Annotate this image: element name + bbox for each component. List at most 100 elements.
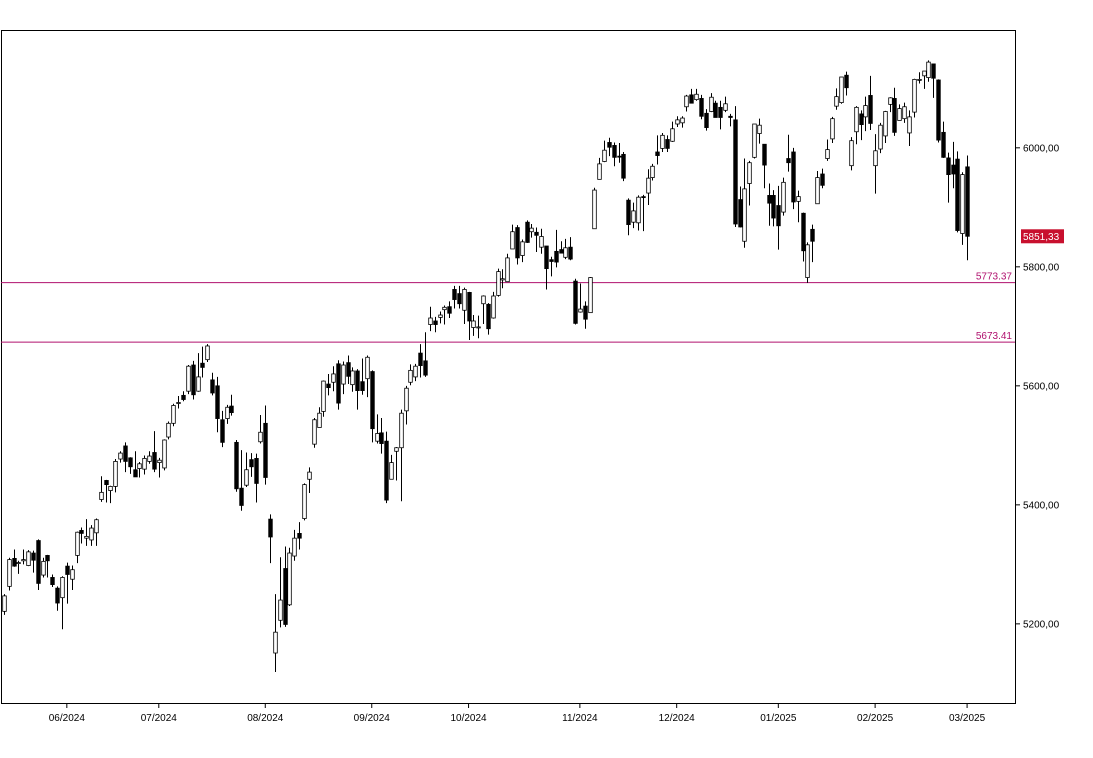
candle-body bbox=[45, 555, 50, 562]
candle-body bbox=[723, 103, 728, 111]
candle-body bbox=[16, 562, 21, 564]
candle-body bbox=[709, 96, 714, 112]
candle-body bbox=[854, 106, 859, 133]
candle-body bbox=[684, 95, 689, 108]
candle-body bbox=[365, 356, 370, 380]
candle-body bbox=[534, 231, 539, 236]
candle-body bbox=[384, 440, 389, 501]
candle-body bbox=[641, 196, 646, 199]
candle-body bbox=[965, 166, 970, 237]
candle-body bbox=[79, 530, 84, 534]
candle-body bbox=[941, 131, 946, 158]
candle-body bbox=[399, 412, 404, 449]
candle-body bbox=[438, 314, 443, 318]
candle-body bbox=[602, 149, 607, 162]
candle-body bbox=[60, 577, 65, 599]
candle-body bbox=[413, 365, 418, 378]
candle-body bbox=[621, 153, 626, 179]
x-tick-label: 11/2024 bbox=[562, 713, 598, 724]
candle-body bbox=[225, 406, 230, 419]
candle-body bbox=[200, 362, 205, 368]
candle-body bbox=[917, 78, 922, 81]
candle-body bbox=[65, 565, 70, 575]
y-tick-label: 5200,00 bbox=[1023, 619, 1060, 630]
candle-body bbox=[234, 441, 239, 490]
candle-body bbox=[287, 552, 292, 606]
candle-body bbox=[573, 280, 578, 324]
candle-body bbox=[104, 480, 109, 486]
candle-body bbox=[820, 173, 825, 186]
candle-body bbox=[220, 419, 225, 443]
candle-body bbox=[408, 369, 413, 383]
x-tick-label: 03/2025 bbox=[949, 713, 986, 724]
candle-body bbox=[244, 469, 249, 486]
x-tick-label: 08/2024 bbox=[247, 713, 284, 724]
candle-body bbox=[646, 177, 651, 194]
candle-body bbox=[283, 568, 288, 625]
candle-body bbox=[892, 98, 897, 133]
candle-body bbox=[360, 381, 365, 391]
candle-body bbox=[500, 278, 505, 281]
candle-body bbox=[805, 244, 810, 278]
candle-body bbox=[907, 116, 912, 134]
candle-body bbox=[607, 142, 612, 148]
candle-body bbox=[713, 102, 718, 118]
candle-body bbox=[897, 108, 902, 121]
candle-body bbox=[757, 124, 762, 134]
y-tick-label: 5800,00 bbox=[1023, 262, 1060, 273]
candle-body bbox=[563, 247, 568, 258]
candle-body bbox=[486, 303, 491, 330]
candle-body bbox=[505, 257, 510, 283]
candle-body bbox=[786, 158, 791, 164]
x-tick-label: 10/2024 bbox=[450, 713, 487, 724]
candle-body bbox=[350, 370, 355, 386]
candle-body bbox=[592, 189, 597, 230]
candle-body bbox=[239, 487, 244, 506]
candle-body bbox=[863, 105, 868, 118]
candle-body bbox=[341, 364, 346, 385]
candle-body bbox=[118, 452, 123, 460]
candle-body bbox=[588, 277, 593, 314]
candle-body bbox=[254, 458, 259, 484]
candle-body bbox=[142, 458, 147, 470]
candle-body bbox=[55, 587, 60, 604]
candle-body bbox=[317, 412, 322, 428]
candle-body bbox=[471, 320, 476, 328]
candle-body bbox=[660, 134, 665, 149]
candle-body bbox=[554, 250, 559, 263]
candle-body bbox=[2, 595, 7, 612]
candle-body bbox=[41, 560, 46, 576]
x-tick-label: 02/2025 bbox=[857, 713, 894, 724]
candle-body bbox=[936, 79, 941, 141]
candle-body bbox=[670, 128, 675, 142]
candle-body bbox=[457, 293, 462, 305]
candle-body bbox=[694, 93, 699, 101]
candle-body bbox=[955, 158, 960, 231]
candle-body bbox=[796, 196, 801, 202]
candle-body bbox=[31, 552, 36, 561]
candle-body bbox=[215, 385, 220, 419]
candle-body bbox=[636, 196, 641, 224]
x-tick-label: 07/2024 bbox=[141, 713, 178, 724]
candle-body bbox=[442, 306, 447, 311]
candle-body bbox=[631, 210, 636, 223]
candle-body bbox=[946, 157, 951, 175]
candle-body bbox=[307, 471, 312, 480]
candle-body bbox=[108, 486, 113, 491]
candle-body bbox=[680, 117, 685, 124]
candle-body bbox=[922, 70, 927, 77]
candle-body bbox=[859, 113, 864, 126]
candle-body bbox=[873, 150, 878, 167]
candle-body bbox=[297, 533, 302, 539]
candle-body bbox=[733, 119, 738, 225]
candle-body bbox=[597, 163, 602, 180]
candle-body bbox=[186, 365, 191, 392]
candle-body bbox=[181, 394, 186, 400]
candle-body bbox=[791, 151, 796, 203]
candle-body bbox=[370, 371, 375, 430]
candle-body bbox=[462, 289, 467, 311]
candle-body bbox=[273, 631, 278, 654]
candle-body bbox=[21, 559, 26, 562]
last-price-label: 5851,33 bbox=[1023, 232, 1060, 243]
candle-body bbox=[781, 181, 786, 213]
